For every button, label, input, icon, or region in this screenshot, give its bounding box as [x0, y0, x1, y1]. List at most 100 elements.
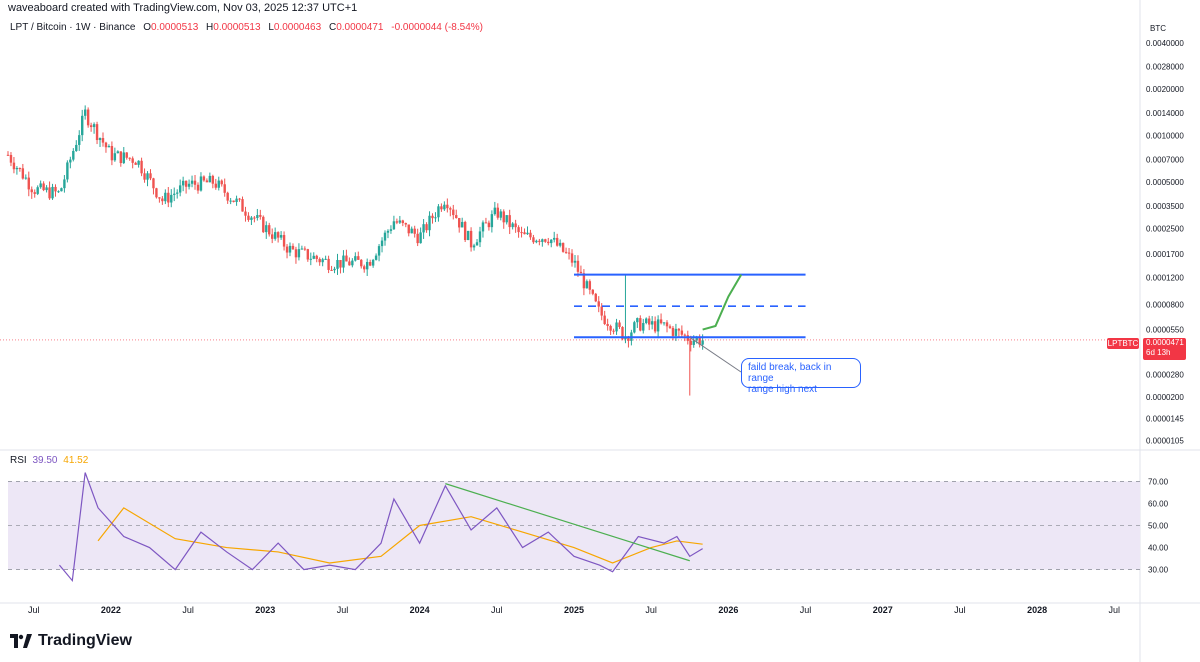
candle-body — [446, 204, 449, 209]
candle-body — [78, 135, 81, 145]
time-tick-label: Jul — [28, 605, 40, 615]
candle-body — [633, 322, 636, 333]
candle-body — [401, 220, 405, 224]
candle-body — [499, 211, 502, 218]
candle-body — [603, 315, 606, 324]
candle-body — [484, 222, 488, 224]
candle-body — [250, 217, 253, 220]
candle-body — [618, 322, 621, 327]
range-drawings[interactable] — [0, 273, 1140, 373]
candle-body — [205, 180, 209, 183]
candle-body — [15, 167, 19, 170]
candle-body — [481, 222, 485, 232]
symbol-price-tag: LPTBTC — [1107, 338, 1139, 349]
candle-body — [199, 176, 203, 191]
candle-body — [410, 228, 413, 234]
candle-body — [398, 220, 402, 223]
candle-body — [54, 186, 57, 192]
time-axis-ticks[interactable]: Jul 2022 Jul 2023 Jul 2024 Jul 2025 Jul 2026 Jul 20… — [28, 605, 1120, 615]
candle-body — [238, 198, 241, 200]
candle-body — [535, 240, 538, 243]
candle-body — [689, 340, 692, 345]
candle-body — [315, 255, 318, 259]
candle-body — [653, 321, 657, 332]
last-price-tag: 0.0000471 6d 13h — [1143, 338, 1186, 360]
candle-body — [404, 223, 407, 225]
price-tick-label: 0.0014000 — [1146, 109, 1184, 118]
candle-body — [9, 154, 13, 163]
candle-body — [187, 183, 191, 187]
candle-body — [235, 198, 238, 203]
symbol-title[interactable]: LPT / Bitcoin · 1W · Binance — [10, 22, 136, 33]
candle-body — [380, 240, 384, 247]
candle-body — [374, 255, 378, 260]
candle-body — [570, 253, 574, 263]
annotation-callout[interactable]: faild break, back in range range high ne… — [741, 358, 861, 395]
candle-body — [532, 237, 535, 243]
candle-body — [262, 216, 265, 233]
candle-body — [659, 319, 663, 324]
price-tick-label: 0.0005000 — [1146, 178, 1184, 187]
candle-body — [167, 192, 170, 203]
candle-body — [312, 255, 315, 259]
candle-body — [576, 260, 580, 272]
last-price-value: 0.0000471 — [1146, 338, 1184, 347]
candle-body — [184, 180, 188, 187]
candle-body — [42, 183, 45, 191]
candle-body — [431, 215, 434, 219]
price-tick-label: 0.0010000 — [1146, 132, 1184, 141]
candle-body — [475, 242, 479, 246]
projection-path — [702, 274, 743, 331]
candle-body — [683, 334, 687, 336]
candle-body — [104, 142, 108, 148]
candle-body — [303, 248, 307, 250]
candlestick-series — [6, 105, 704, 396]
candle-body — [360, 259, 363, 267]
candle-body — [567, 252, 571, 254]
candle-body — [573, 260, 577, 263]
price-tick-label: 0.0000145 — [1146, 415, 1184, 424]
candle-body — [101, 138, 105, 143]
candle-body — [57, 191, 60, 193]
candle-body — [383, 232, 387, 241]
time-tick-label: Jul — [182, 605, 194, 615]
candle-body — [309, 258, 312, 260]
candle-body — [75, 144, 78, 151]
candle-body — [125, 152, 128, 158]
candle-body — [665, 322, 669, 327]
candle-body — [594, 293, 597, 302]
candle-body — [561, 242, 565, 252]
candle-body — [662, 322, 666, 324]
candle-body — [674, 328, 678, 336]
ohlc-high: H0.0000513 — [206, 22, 261, 33]
price-tick-label: 0.0001200 — [1146, 273, 1184, 282]
candle-body — [609, 325, 612, 331]
candle-body — [440, 206, 443, 210]
candle-body — [458, 218, 461, 228]
candle-body — [208, 175, 212, 183]
rsi-label[interactable]: RSI — [10, 455, 27, 466]
candle-body — [621, 326, 624, 340]
price-tick-label: 0.0000200 — [1146, 393, 1184, 402]
candle-body — [656, 319, 660, 332]
candle-body — [345, 255, 348, 262]
candle-body — [220, 180, 223, 185]
candle-body — [291, 245, 295, 250]
time-tick-label: 2025 — [564, 605, 584, 615]
candle-body — [324, 258, 327, 260]
candle-body — [336, 259, 339, 269]
candle-body — [668, 326, 672, 328]
rsi-line — [58, 472, 703, 583]
tradingview-logo[interactable]: TradingView — [10, 632, 132, 650]
chart-credit: waveaboard created with TradingView.com,… — [8, 2, 358, 14]
candle-body — [514, 223, 517, 228]
candle-body — [698, 337, 701, 345]
candle-body — [137, 160, 140, 165]
candle-body — [529, 232, 532, 238]
candle-body — [419, 232, 422, 244]
time-tick-label: 2022 — [101, 605, 121, 615]
price-axis-ticks[interactable]: 0.0040000 0.0028000 0.0020000 0.0014000 0.00… — [1146, 39, 1184, 445]
candle-body — [45, 187, 48, 191]
candle-body — [496, 207, 500, 218]
